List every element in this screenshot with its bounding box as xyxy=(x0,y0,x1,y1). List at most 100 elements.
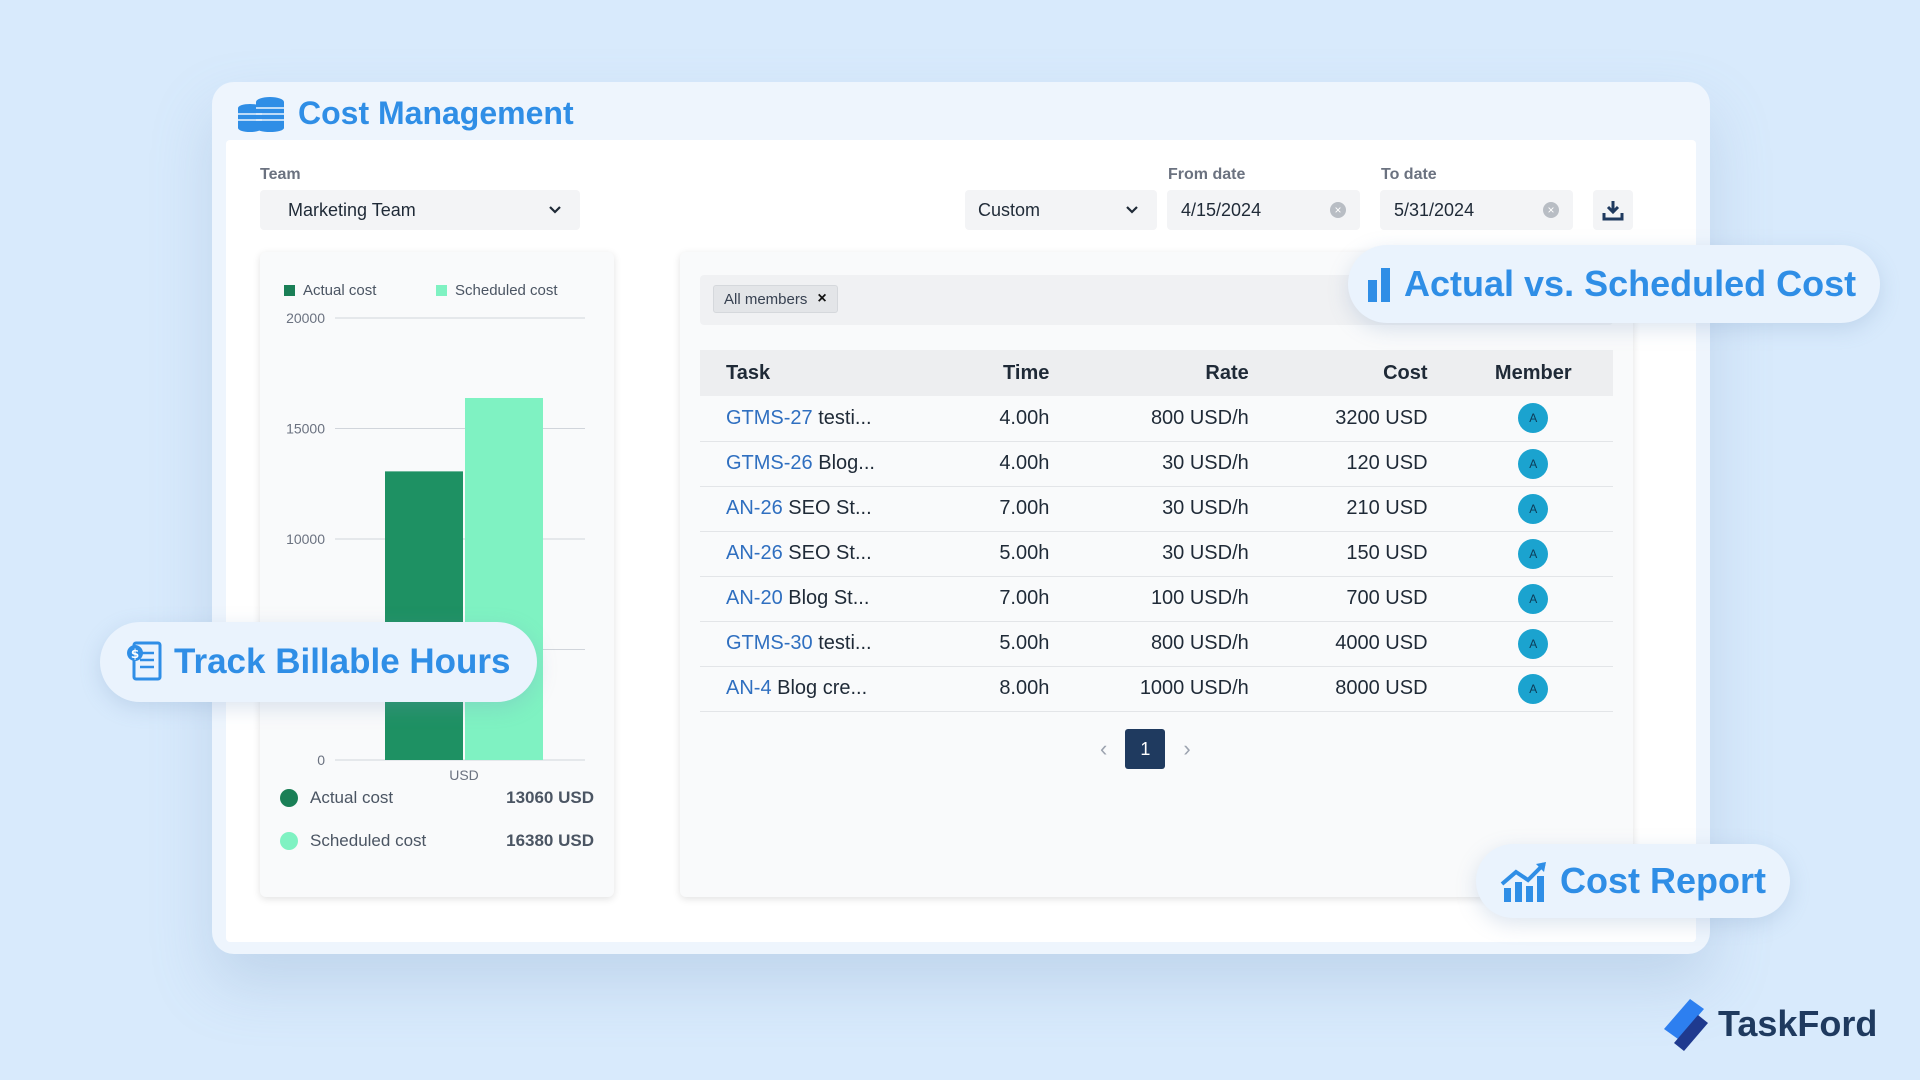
to-date-label: To date xyxy=(1381,166,1437,183)
task-cell: GTMS-27 testi... xyxy=(700,396,949,442)
page-button-current[interactable]: 1 xyxy=(1125,729,1166,769)
task-name: SEO St... xyxy=(782,497,872,519)
time-cell: 4.00h xyxy=(948,441,1076,487)
close-icon[interactable]: × xyxy=(817,290,827,307)
avatar[interactable]: A xyxy=(1518,403,1549,434)
brand-name: TaskFord xyxy=(1718,1003,1878,1044)
member-filter-chip[interactable]: All members × xyxy=(713,285,838,313)
download-button[interactable] xyxy=(1593,190,1633,230)
total-scheduled-row: Scheduled cost 16380 USD xyxy=(280,831,594,851)
task-cost-table: Task Time Rate Cost Member GTMS-27 testi… xyxy=(700,350,1613,712)
rate-cell: 100 USD/h xyxy=(1075,576,1275,622)
callout-actual-vs-scheduled: Actual vs. Scheduled Cost xyxy=(1348,245,1881,323)
from-date-input[interactable]: 4/15/2024 × xyxy=(1167,190,1360,230)
from-date-label: From date xyxy=(1168,166,1246,183)
chevron-down-icon xyxy=(549,206,561,214)
total-actual-value: 13060 USD xyxy=(506,788,594,807)
bar-chart: 20000150001000050000USD xyxy=(286,310,585,783)
team-select[interactable]: Marketing Team xyxy=(260,190,580,230)
task-name: Blog cre... xyxy=(771,677,868,699)
task-key-link[interactable]: GTMS-30 xyxy=(726,632,813,654)
task-key-link[interactable]: AN-26 xyxy=(726,542,783,564)
legend-scheduled[interactable]: Scheduled cost xyxy=(436,282,558,299)
y-tick-label: 0 xyxy=(317,752,325,768)
header-cost[interactable]: Cost xyxy=(1383,361,1428,384)
header-rate[interactable]: Rate xyxy=(1205,361,1249,384)
table-row[interactable]: GTMS-30 testi... 5.00h 800 USD/h 4000 US… xyxy=(700,621,1613,667)
team-label: Team xyxy=(260,166,301,183)
task-key-link[interactable]: GTMS-26 xyxy=(726,452,813,474)
member-cell: A xyxy=(1453,666,1613,712)
avatar[interactable]: A xyxy=(1518,538,1549,569)
time-cell: 5.00h xyxy=(948,531,1076,577)
member-cell: A xyxy=(1453,621,1613,667)
taskford-logo-icon xyxy=(1664,999,1708,1051)
header-time[interactable]: Time xyxy=(1003,361,1050,384)
task-key-link[interactable]: AN-4 xyxy=(726,677,772,699)
clear-icon[interactable]: × xyxy=(1543,202,1559,218)
member-cell: A xyxy=(1453,396,1613,442)
chevron-down-icon xyxy=(1126,206,1138,214)
download-icon xyxy=(1602,201,1624,221)
table-row[interactable]: GTMS-27 testi... 4.00h 800 USD/h 3200 US… xyxy=(700,396,1613,442)
time-cell: 8.00h xyxy=(948,666,1076,712)
total-actual-label: Actual cost xyxy=(310,788,394,807)
coins-icon xyxy=(238,97,284,132)
rate-cell: 800 USD/h xyxy=(1075,396,1275,442)
chip-label: All members xyxy=(724,290,808,308)
callout-cost-report: Cost Report xyxy=(1476,844,1790,918)
callout-track-billable-hours: $ Track Billable Hours xyxy=(100,622,537,702)
task-name: Blog... xyxy=(812,452,875,474)
task-cell: AN-4 Blog cre... xyxy=(700,666,949,712)
header-member[interactable]: Member xyxy=(1494,361,1572,384)
member-cell: A xyxy=(1453,486,1613,532)
cost-cell: 210 USD xyxy=(1274,486,1454,532)
rate-cell: 800 USD/h xyxy=(1075,621,1275,667)
chevron-left-icon[interactable]: ‹ xyxy=(1100,736,1108,761)
bar-scheduled-cost[interactable] xyxy=(465,398,543,760)
task-key-link[interactable]: GTMS-27 xyxy=(726,406,813,429)
time-cell: 5.00h xyxy=(948,621,1076,667)
x-category-label: USD xyxy=(449,767,479,783)
cost-cell: 700 USD xyxy=(1274,576,1454,622)
task-name: testi... xyxy=(812,632,872,654)
table-row[interactable]: GTMS-26 Blog... 4.00h 30 USD/h 120 USD A xyxy=(700,441,1613,487)
avatar[interactable]: A xyxy=(1518,583,1549,614)
rate-cell: 30 USD/h xyxy=(1075,531,1275,577)
date-range-value: Custom xyxy=(978,199,1041,220)
clear-icon[interactable]: × xyxy=(1330,202,1346,218)
to-date-input[interactable]: 5/31/2024 × xyxy=(1380,190,1573,230)
callout-label: Cost Report xyxy=(1560,860,1766,901)
time-cell: 4.00h xyxy=(948,396,1076,442)
table-row[interactable]: AN-20 Blog St... 7.00h 100 USD/h 700 USD… xyxy=(700,576,1613,622)
task-cell: GTMS-30 testi... xyxy=(700,621,949,667)
panel-header: Cost Management xyxy=(236,92,574,134)
total-scheduled-value: 16380 USD xyxy=(506,831,594,850)
avatar[interactable]: A xyxy=(1518,448,1549,479)
bar-actual-cost[interactable] xyxy=(385,471,463,760)
chevron-right-icon[interactable]: › xyxy=(1183,736,1191,761)
task-key-link[interactable]: AN-26 xyxy=(726,497,783,519)
table-row[interactable]: AN-26 SEO St... 7.00h 30 USD/h 210 USD A xyxy=(700,486,1613,532)
brand-logo: TaskFord xyxy=(1660,995,1877,1053)
legend-label: Actual cost xyxy=(303,282,377,299)
date-range-select[interactable]: Custom xyxy=(965,190,1157,230)
header-task[interactable]: Task xyxy=(726,361,771,384)
time-cell: 7.00h xyxy=(948,486,1076,532)
member-cell: A xyxy=(1453,576,1613,622)
svg-text:$: $ xyxy=(131,647,139,661)
task-key-link[interactable]: AN-20 xyxy=(726,587,783,609)
legend-actual[interactable]: Actual cost xyxy=(284,282,376,299)
y-tick-label: 10000 xyxy=(286,531,325,547)
table-row[interactable]: AN-4 Blog cre... 8.00h 1000 USD/h 8000 U… xyxy=(700,666,1613,712)
avatar[interactable]: A xyxy=(1518,493,1549,524)
pagination: ‹ 1 › xyxy=(1100,729,1191,769)
task-name: testi... xyxy=(812,406,872,429)
avatar[interactable]: A xyxy=(1518,628,1549,659)
team-select-value: Marketing Team xyxy=(288,199,416,220)
avatar[interactable]: A xyxy=(1518,673,1549,704)
task-name: Blog St... xyxy=(782,587,870,609)
table-row[interactable]: AN-26 SEO St... 5.00h 30 USD/h 150 USD A xyxy=(700,531,1613,577)
cost-cell: 4000 USD xyxy=(1274,621,1454,667)
legend-swatch xyxy=(284,285,295,296)
